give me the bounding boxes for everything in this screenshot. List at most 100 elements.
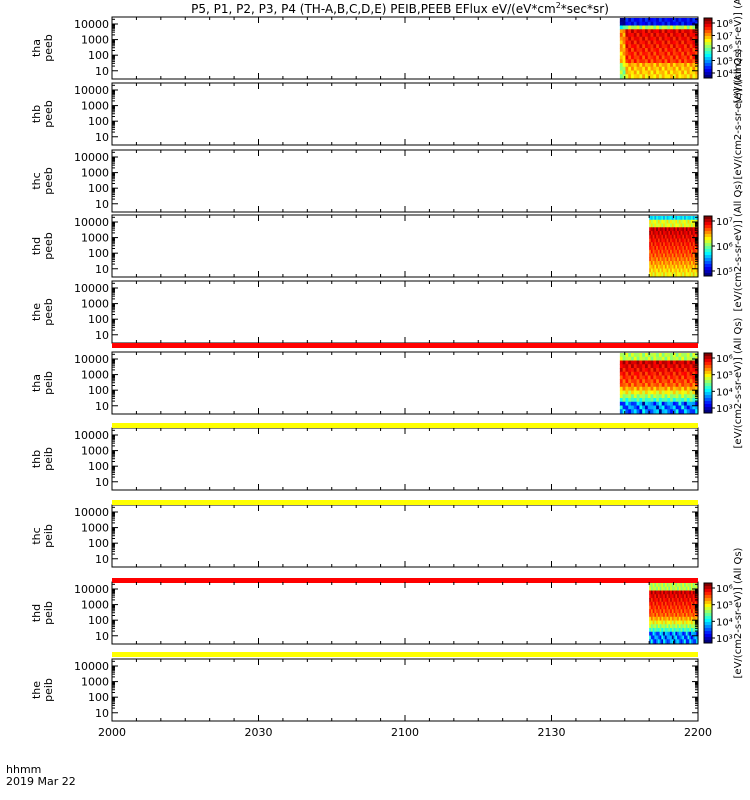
spectrogram-cell (672, 21, 677, 27)
spectrogram-cell (666, 628, 669, 633)
spectrogram-cell (695, 63, 699, 68)
spectrogram-cell (622, 398, 627, 403)
spectrogram-cell (689, 601, 692, 607)
spectrogram-cell (642, 360, 646, 365)
spectrogram-cell (622, 364, 627, 369)
spectrogram-cell (684, 598, 687, 603)
spectrogram-cell (695, 18, 699, 23)
spectrogram-cell (628, 379, 632, 384)
spectrogram-cell (657, 261, 661, 266)
spectrogram-cell (667, 394, 671, 399)
spectrogram-cell (694, 635, 697, 640)
spectrogram-cell (672, 74, 677, 79)
spectrogram-cell (671, 605, 675, 610)
spectrogram-cell (656, 613, 659, 618)
colorbar-segment (704, 631, 712, 635)
spectrogram-cell (689, 36, 694, 42)
y-tick-label: 100 (88, 115, 109, 128)
spectrogram-cell (682, 223, 685, 228)
spectrogram-cell (653, 44, 657, 49)
spectrogram-cell (647, 18, 652, 23)
spectrogram-cell (680, 264, 683, 270)
spectrogram-cell (678, 63, 682, 68)
spectrogram-cell (670, 590, 673, 595)
spectrogram-cell (680, 249, 683, 255)
spectrogram-cell (681, 401, 685, 407)
spectrogram-cell (689, 401, 694, 407)
spectrogram-cell (625, 29, 629, 34)
spectrogram-cell (663, 639, 666, 644)
spectrogram-cell (682, 238, 685, 243)
y-tick-label: 10 (95, 400, 109, 413)
spectrogram-cell (678, 586, 682, 592)
spectrogram-cell (675, 227, 678, 232)
spectrogram-cell (691, 590, 694, 595)
spectrogram-cell (671, 272, 675, 277)
spectrogram-cell (695, 51, 699, 57)
spectrogram-cell (675, 360, 680, 365)
spectrogram-cell (622, 360, 627, 365)
spectrogram-cell (689, 253, 692, 258)
spectrogram-cell (673, 216, 676, 221)
spectrogram-cell (671, 231, 675, 236)
spectrogram-cell (657, 590, 661, 595)
spectrogram-cell (672, 371, 677, 377)
spectrogram-cell (659, 238, 662, 243)
spectrogram-cell (663, 583, 666, 588)
spectrogram-cell (670, 253, 673, 258)
spectrogram-cell (628, 51, 632, 57)
spectrogram-cell (670, 368, 674, 373)
spectrogram-cell (695, 379, 699, 384)
spectrogram-cell (675, 51, 680, 57)
spectrogram-cell (636, 394, 640, 399)
spectrogram-cell (677, 635, 680, 640)
spectrogram-cell (681, 36, 685, 42)
x-tick-label: 2200 (684, 726, 712, 739)
spectrogram-cell (639, 364, 643, 369)
colorbar-segment (704, 237, 712, 241)
spectrogram-cell (673, 628, 676, 633)
spectrogram-cell (649, 246, 652, 251)
spectrogram-cell (654, 601, 657, 607)
spectrogram-cell (689, 40, 694, 45)
spectrogram-cell (670, 231, 673, 236)
spectrogram-cell (685, 242, 689, 247)
y-tick-label: 10 (95, 65, 109, 78)
spectrogram-cell (663, 594, 666, 599)
spectrogram-cell (681, 74, 685, 79)
spectrogram-cell (689, 21, 694, 27)
spectrogram-cell (668, 598, 671, 603)
y-tick-label: 1000 (81, 232, 109, 245)
spectrogram-cell (689, 219, 692, 225)
spectrogram-cell (687, 594, 690, 599)
spectrogram-cell (636, 33, 640, 38)
spectrogram-cell (672, 394, 677, 399)
spectrogram-cell (671, 628, 675, 633)
spectrogram-cell (652, 249, 655, 255)
colorbar-tick-label: 10³ (716, 404, 733, 415)
colorbar-segment (704, 66, 712, 70)
spectrogram-cell (628, 21, 632, 27)
spectrogram-cell (619, 36, 624, 42)
spectrogram-cell (661, 249, 664, 255)
spectrogram-cell (631, 33, 635, 38)
spectrogram-cell (692, 55, 696, 60)
spectrogram-cell (656, 51, 660, 57)
spectrogram-cell (675, 261, 678, 266)
spectrogram-cell (687, 616, 690, 622)
spectrogram-cell (666, 234, 669, 240)
spectrogram-cell (666, 609, 669, 614)
spectrogram-cell (653, 40, 657, 45)
spectrogram-cell (681, 405, 685, 410)
spectrogram-cell (668, 601, 671, 607)
spectrogram-cell (685, 231, 689, 236)
spectrogram-cell (663, 249, 666, 255)
spectrogram-cell (664, 353, 668, 358)
spectrogram-cell (675, 238, 678, 243)
spectrogram-cell (684, 36, 688, 42)
spectrogram-cell (692, 261, 696, 266)
spectrogram-cell (682, 631, 685, 637)
spectrogram-cell (628, 29, 632, 34)
spectrogram-cell (695, 398, 699, 403)
